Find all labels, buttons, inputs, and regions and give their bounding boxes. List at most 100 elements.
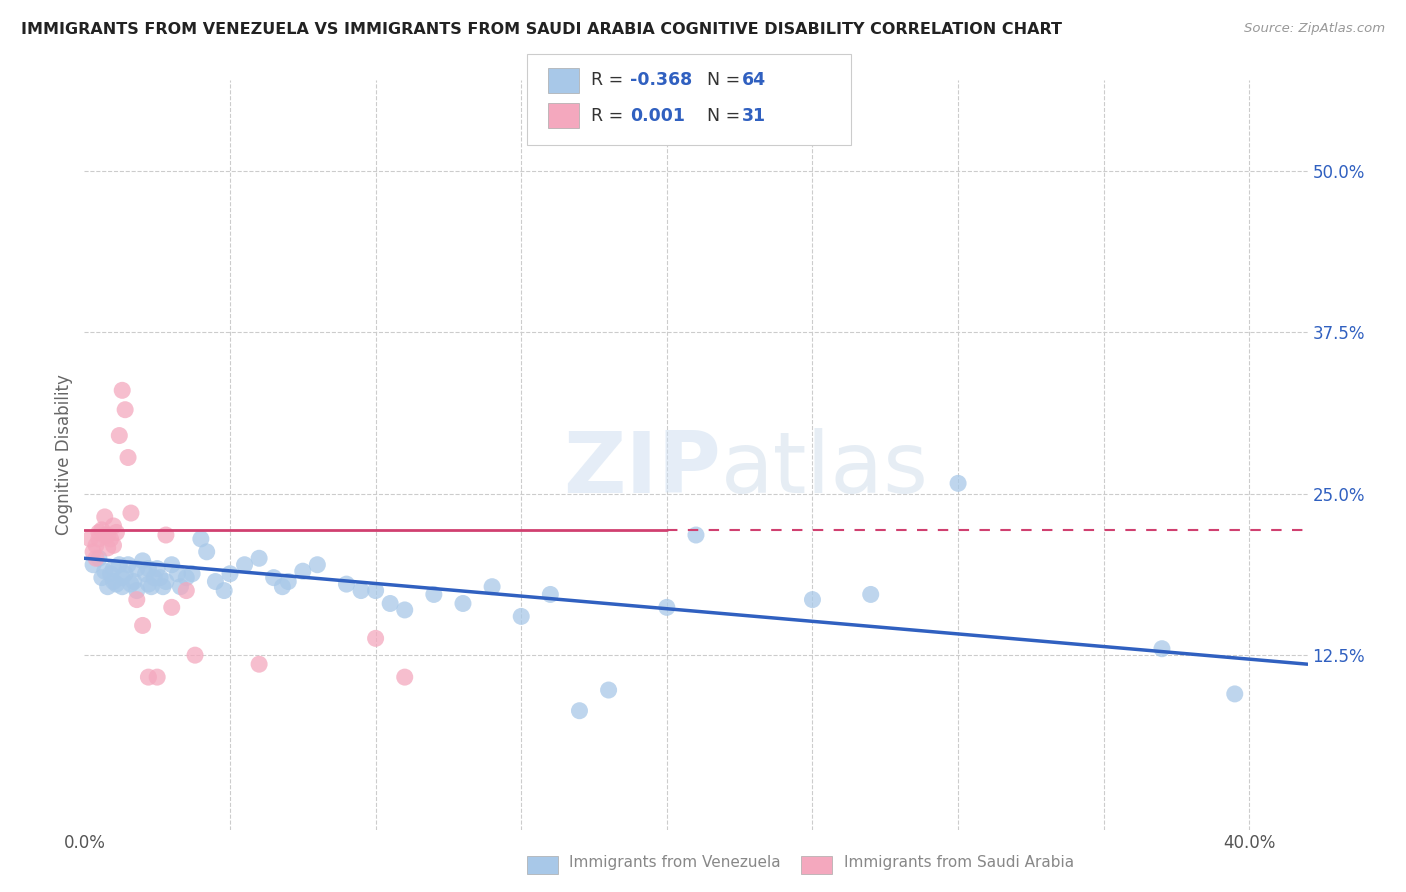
Point: [108, 558, 131, 572]
Point: [84, 551, 107, 566]
Point: [125, 561, 148, 575]
Point: [90, 571, 112, 585]
Point: [233, 558, 256, 572]
Point: [122, 574, 145, 589]
Point: [125, 592, 148, 607]
Point: [125, 583, 148, 598]
Point: [103, 561, 125, 575]
Point: [166, 566, 188, 581]
Point: [247, 657, 270, 672]
Point: [204, 574, 226, 589]
Text: -0.368: -0.368: [630, 71, 692, 89]
Point: [93, 528, 115, 542]
Point: [87, 525, 110, 540]
Point: [271, 580, 294, 594]
Point: [859, 587, 882, 601]
Point: [100, 566, 122, 581]
Point: [111, 571, 134, 585]
Point: [510, 609, 533, 624]
Text: R =: R =: [591, 71, 628, 89]
Point: [138, 577, 160, 591]
Point: [97, 580, 120, 594]
Text: 31: 31: [742, 107, 766, 125]
Point: [155, 574, 177, 589]
Point: [82, 558, 104, 572]
Point: [801, 592, 824, 607]
Point: [174, 571, 197, 585]
Point: [120, 577, 142, 591]
Point: [181, 566, 204, 581]
Text: ZIP: ZIP: [562, 428, 720, 511]
Point: [82, 545, 104, 559]
Point: [108, 428, 131, 442]
Text: Immigrants from Venezuela: Immigrants from Venezuela: [569, 855, 782, 870]
Point: [364, 583, 387, 598]
Point: [131, 554, 153, 568]
Point: [105, 577, 128, 591]
Point: [79, 532, 101, 546]
Point: [481, 580, 503, 594]
Point: [138, 670, 160, 684]
Text: IMMIGRANTS FROM VENEZUELA VS IMMIGRANTS FROM SAUDI ARABIA COGNITIVE DISABILITY C: IMMIGRANTS FROM VENEZUELA VS IMMIGRANTS …: [21, 22, 1062, 37]
Point: [394, 603, 416, 617]
Text: Source: ZipAtlas.com: Source: ZipAtlas.com: [1244, 22, 1385, 36]
Text: 64: 64: [742, 71, 766, 89]
Point: [97, 528, 120, 542]
Point: [97, 541, 120, 555]
Point: [212, 583, 235, 598]
Point: [655, 600, 678, 615]
Point: [117, 558, 139, 572]
Point: [380, 597, 402, 611]
Point: [143, 571, 166, 585]
Point: [538, 587, 561, 601]
Point: [84, 538, 107, 552]
Point: [152, 580, 174, 594]
Point: [111, 384, 134, 398]
Point: [946, 476, 969, 491]
Point: [568, 704, 591, 718]
Point: [307, 558, 329, 572]
Point: [1150, 641, 1173, 656]
Point: [114, 566, 136, 581]
Point: [141, 580, 163, 594]
Text: 0.001: 0.001: [630, 107, 685, 125]
Point: [120, 506, 142, 520]
Point: [190, 532, 212, 546]
Point: [195, 545, 218, 559]
Point: [598, 683, 620, 698]
Point: [138, 561, 160, 575]
Point: [87, 532, 110, 546]
Text: Immigrants from Saudi Arabia: Immigrants from Saudi Arabia: [844, 855, 1074, 870]
Point: [160, 600, 183, 615]
Point: [219, 566, 242, 581]
Text: R =: R =: [591, 107, 628, 125]
Point: [423, 587, 446, 601]
Point: [87, 551, 110, 566]
Point: [155, 528, 177, 542]
Point: [146, 670, 169, 684]
Point: [364, 632, 387, 646]
Point: [103, 538, 125, 552]
Point: [111, 580, 134, 594]
Point: [685, 528, 707, 542]
Point: [93, 564, 115, 578]
Text: atlas: atlas: [720, 428, 928, 511]
Point: [149, 571, 172, 585]
Y-axis label: Cognitive Disability: Cognitive Disability: [55, 375, 73, 535]
Point: [114, 402, 136, 417]
Point: [451, 597, 474, 611]
Point: [394, 670, 416, 684]
Point: [184, 648, 207, 662]
Point: [117, 450, 139, 465]
Point: [103, 574, 125, 589]
Point: [1223, 687, 1246, 701]
Point: [247, 551, 270, 566]
Text: N =: N =: [696, 107, 745, 125]
Point: [169, 580, 191, 594]
Point: [93, 510, 115, 524]
Point: [174, 583, 197, 598]
Point: [263, 571, 285, 585]
Point: [105, 525, 128, 540]
Point: [160, 558, 183, 572]
Point: [291, 564, 314, 578]
